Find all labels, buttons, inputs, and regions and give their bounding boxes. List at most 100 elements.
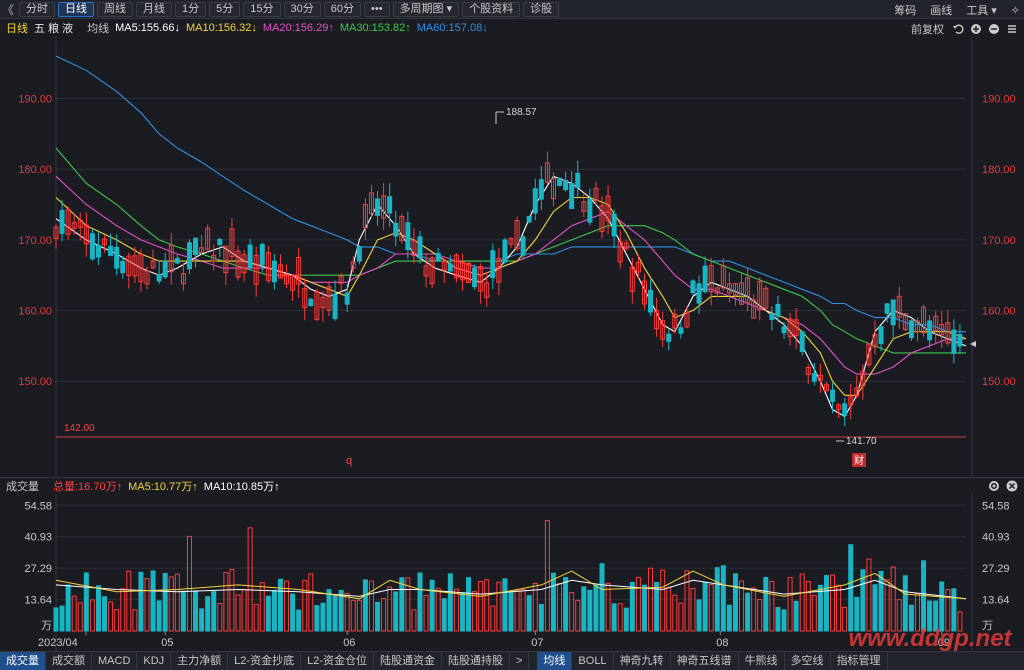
- settings-icon[interactable]: [1006, 23, 1018, 35]
- period-button[interactable]: 日线: [58, 1, 94, 17]
- candlestick-chart[interactable]: 190.00 190.00 180.00 180.00 170.00 170.00 160.…: [0, 36, 1024, 477]
- volume-bar: [708, 584, 714, 632]
- indicator-tab[interactable]: BOLL: [572, 651, 614, 670]
- volume-bar: [726, 604, 732, 632]
- indicator-tab[interactable]: L2-资金仓位: [301, 651, 374, 670]
- x-axis-label: 05: [161, 637, 173, 649]
- draw-line-button[interactable]: 画线: [930, 5, 953, 17]
- period-button[interactable]: 诊股: [523, 1, 560, 17]
- candle-body: [720, 265, 726, 289]
- indicator-tab[interactable]: 指标管理: [831, 651, 888, 670]
- volume-bar: [678, 602, 684, 632]
- back-icon[interactable]: 《: [1, 2, 14, 17]
- candle-body: [878, 326, 884, 345]
- period-button[interactable]: 个股资料: [462, 1, 521, 17]
- indicator-tab[interactable]: 成交量: [0, 651, 46, 670]
- watermark: www.ddgp.net: [848, 625, 1012, 651]
- candle-body: [308, 298, 314, 307]
- candle-body: [933, 315, 939, 332]
- period-button[interactable]: •••: [364, 1, 390, 17]
- period-button[interactable]: 30分: [283, 1, 321, 17]
- period-button[interactable]: 月线: [136, 1, 172, 17]
- period-button[interactable]: 多周期图 ▾: [392, 1, 460, 17]
- volume-label[interactable]: 成交量: [6, 481, 39, 493]
- undo-icon[interactable]: [952, 23, 964, 35]
- period-button[interactable]: 周线: [97, 1, 133, 17]
- period-button[interactable]: 15分: [243, 1, 281, 17]
- close-icon[interactable]: [1006, 480, 1018, 492]
- indicator-tab[interactable]: KDJ: [137, 651, 172, 670]
- restore-select[interactable]: 前复权: [911, 24, 944, 36]
- tools-button[interactable]: 工具 ▾: [966, 5, 997, 17]
- indicator-tab[interactable]: 成交额: [46, 651, 92, 670]
- price-tick-right: 170.00: [982, 235, 1016, 247]
- candle-body: [520, 236, 526, 256]
- volume-bar: [186, 535, 192, 632]
- period-button[interactable]: 分时: [19, 1, 55, 17]
- volume-bar: [927, 600, 933, 632]
- candle-body: [59, 210, 65, 234]
- candle-body: [126, 255, 132, 277]
- chip-button[interactable]: 筹码: [894, 5, 917, 17]
- candle-body: [575, 172, 581, 189]
- volume-bar: [350, 599, 356, 632]
- volume-bar: [484, 579, 490, 632]
- candle-body: [502, 239, 508, 263]
- volume-bar: [114, 609, 120, 632]
- period-button[interactable]: 1分: [175, 1, 207, 17]
- indicator-tab[interactable]: 神奇五线谱: [671, 651, 739, 670]
- avg-label[interactable]: 均线: [87, 22, 110, 35]
- low-label: 141.70: [846, 436, 877, 447]
- volume-chart[interactable]: 54.58 54.58 40.93 40.93 27.29 27.29 13.64 13.64…: [0, 494, 1024, 651]
- indicator-tab[interactable]: MACD: [92, 651, 138, 670]
- candle-body: [156, 274, 162, 282]
- event-marker-q[interactable]: q: [346, 455, 352, 467]
- period-label: 日线: [6, 22, 28, 35]
- volume-bar: [775, 607, 781, 632]
- candle-body: [350, 261, 356, 269]
- candle-body: [411, 239, 417, 257]
- volume-bar: [508, 591, 514, 632]
- volume-bar: [441, 598, 447, 632]
- period-button[interactable]: 5分: [209, 1, 241, 17]
- candle-body: [532, 188, 538, 214]
- vol-tick-left: 万: [41, 620, 52, 632]
- volume-bar: [490, 605, 496, 632]
- volume-bar: [823, 575, 829, 632]
- expand-icon[interactable]: ✧: [1010, 4, 1020, 17]
- candle-body: [884, 303, 890, 314]
- candle-body: [544, 162, 550, 183]
- legend-controls: 前复权: [903, 21, 1018, 37]
- indicator-tab[interactable]: 主力净额: [171, 651, 229, 670]
- indicator-tab[interactable]: 牛熊线: [739, 651, 785, 670]
- earnings-marker[interactable]: 财: [854, 454, 864, 467]
- zoom-out-icon[interactable]: [988, 23, 1000, 35]
- zoom-in-icon[interactable]: [970, 23, 982, 35]
- volume-bar: [526, 595, 532, 632]
- candle-body: [635, 262, 641, 273]
- settings-icon[interactable]: [988, 480, 1000, 492]
- candle-body: [186, 242, 192, 270]
- volume-bar: [77, 602, 83, 632]
- indicator-tab[interactable]: 陆股通资金: [374, 651, 442, 670]
- indicator-tab[interactable]: 陆股通持股: [442, 651, 510, 670]
- candle-body: [53, 226, 59, 239]
- volume-bar: [302, 579, 308, 632]
- volume-bar: [417, 572, 423, 632]
- volume-bar: [199, 608, 205, 632]
- candle-body: [417, 236, 423, 259]
- x-axis-label: 08: [716, 637, 728, 649]
- indicator-tab[interactable]: L2-资金抄底: [228, 651, 302, 670]
- indicator-tab[interactable]: 神奇九转: [614, 651, 671, 670]
- period-button[interactable]: 60分: [323, 1, 361, 17]
- volume-bar: [290, 593, 296, 632]
- indicator-tab[interactable]: 多空线: [785, 651, 831, 670]
- ma10-value: MA10:156.32↓: [185, 21, 257, 34]
- vol-tick-left: 54.58: [24, 500, 52, 512]
- candle-body: [472, 267, 478, 288]
- candle-body: [387, 196, 393, 214]
- candle-body: [860, 370, 866, 387]
- indicator-tab[interactable]: 均线: [537, 651, 573, 670]
- indicator-tab[interactable]: >: [510, 651, 530, 670]
- earnings-marker-bg[interactable]: [852, 453, 866, 467]
